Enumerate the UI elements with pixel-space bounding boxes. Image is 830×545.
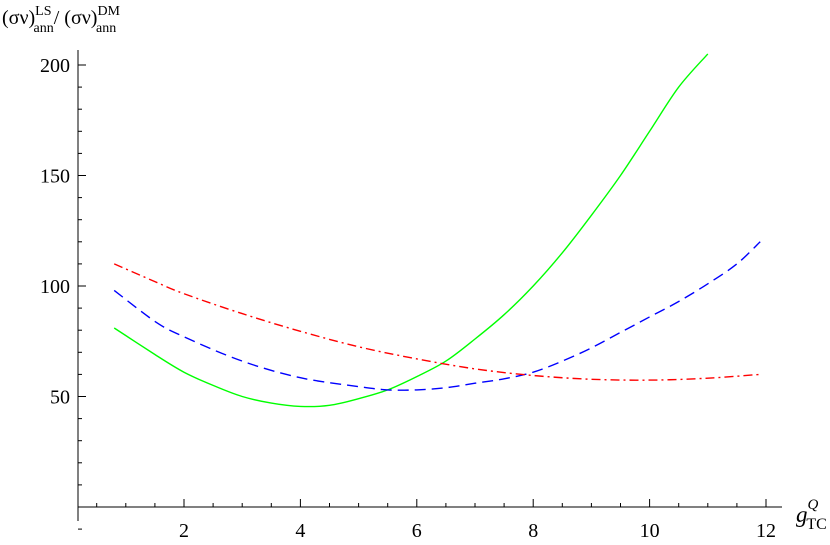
x-tick-label: 6: [412, 520, 422, 542]
series-line-1: [113, 53, 709, 408]
y-tick-label: 50: [50, 387, 70, 409]
y-axis-label-sub2: ann: [96, 21, 116, 36]
y-axis-label-slash: /: [54, 7, 65, 29]
x-tick-label: 10: [640, 520, 660, 542]
y-axis-label-sup1: LS: [35, 4, 51, 19]
x-ticks: 2 4 6 8 10 12: [96, 499, 776, 542]
series-layer: [113, 53, 761, 408]
y-tick-label: 200: [40, 55, 70, 77]
series-line-3: [113, 263, 761, 381]
y-axis-label-sup2: DM: [97, 4, 120, 19]
x-tick-label: 12: [756, 520, 776, 542]
y-axis-label-part1: (σν): [2, 7, 35, 29]
x-axis-label: gQ TC: [796, 497, 827, 533]
y-ticks: 50 100 150 200: [40, 55, 86, 530]
y-axis-label-part2: (σν): [64, 7, 97, 29]
x-axis-label-sup: Q: [808, 497, 819, 513]
x-axis: 2 4 6 8 10 12 gQ TC: [78, 497, 827, 542]
y-tick-label: 150: [40, 166, 70, 188]
y-tick-label: 100: [40, 276, 70, 298]
series-line-2: [113, 241, 761, 391]
y-axis-label-sub1: ann: [34, 21, 54, 36]
x-axis-label-sub: TC: [806, 516, 826, 533]
x-tick-label: 4: [295, 520, 305, 542]
x-tick-label: 8: [528, 520, 538, 542]
x-axis-label-base: g: [796, 502, 808, 527]
x-tick-label: 2: [179, 520, 189, 542]
y-axis-label: (σν)LS ann/ (σν)DM ann: [2, 4, 121, 36]
